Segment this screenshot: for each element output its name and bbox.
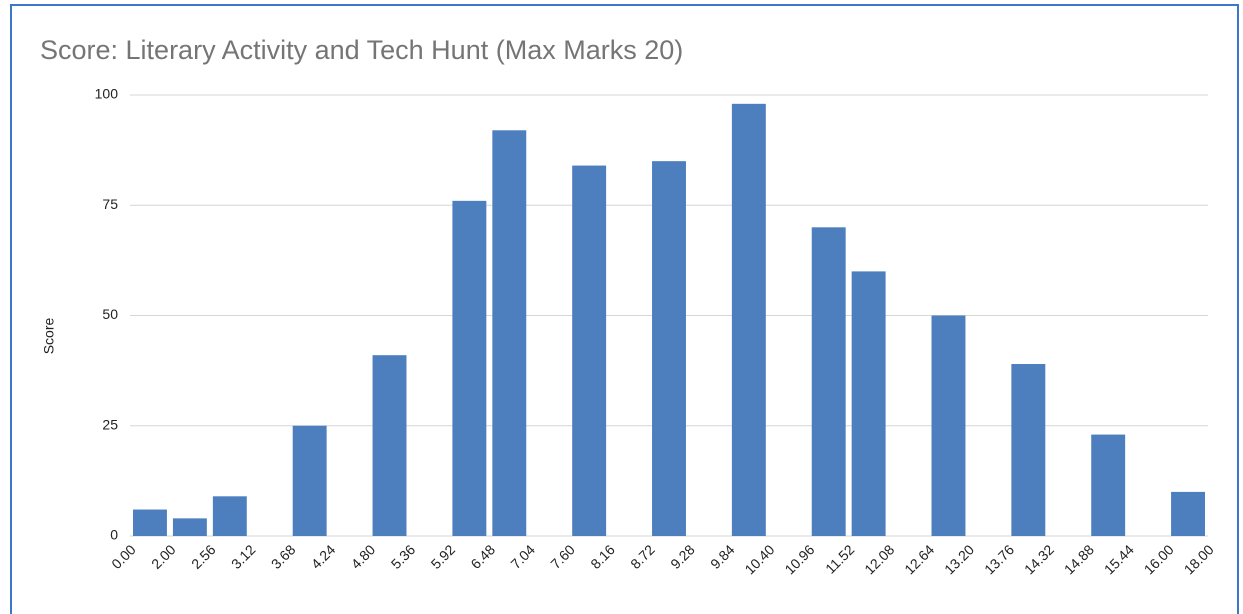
bar xyxy=(572,165,607,536)
bar xyxy=(372,355,407,536)
chart-title: Score: Literary Activity and Tech Hunt (… xyxy=(40,35,683,65)
bar xyxy=(292,425,327,536)
y-tick-label: 100 xyxy=(95,86,119,102)
bar xyxy=(731,103,766,536)
bar xyxy=(1091,434,1126,536)
bar xyxy=(1171,491,1205,536)
y-tick-label: 75 xyxy=(102,196,118,212)
y-tick-label: 0 xyxy=(110,527,118,543)
bar xyxy=(133,509,167,536)
y-axis-title: Score xyxy=(41,318,57,355)
y-tick-label: 50 xyxy=(102,306,118,322)
bar xyxy=(492,130,527,536)
bar xyxy=(931,315,966,536)
bar xyxy=(652,161,686,536)
bar xyxy=(851,271,886,536)
bar xyxy=(452,200,487,536)
y-tick-label: 25 xyxy=(102,416,118,432)
bar xyxy=(212,496,247,536)
bar xyxy=(811,227,846,537)
bar xyxy=(1011,364,1046,536)
bar xyxy=(172,518,207,536)
